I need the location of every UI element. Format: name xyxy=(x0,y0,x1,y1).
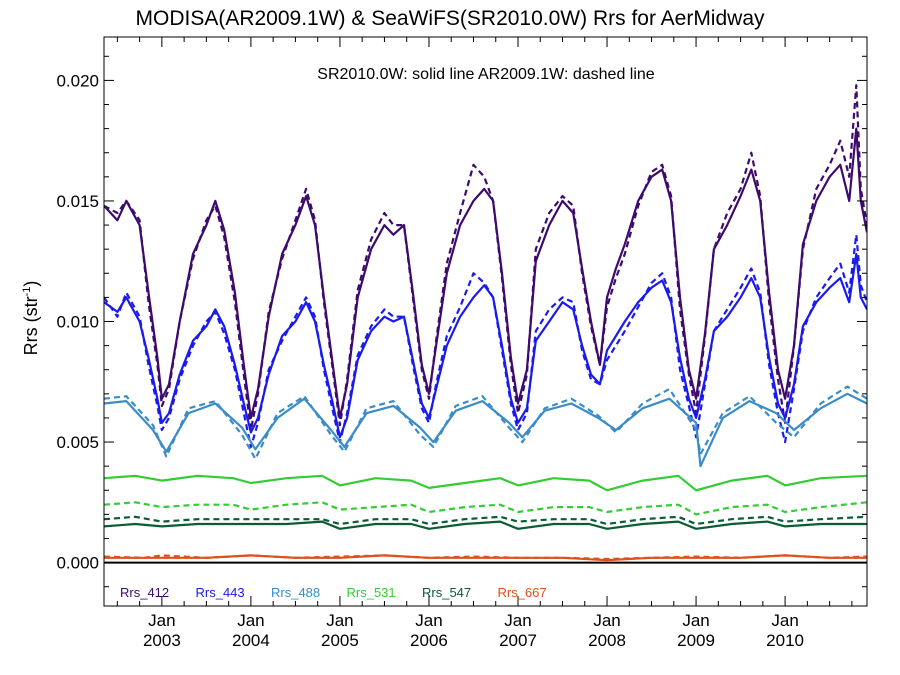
x-tick-label-year: 2006 xyxy=(410,631,448,650)
series-line-rrs-547-solid xyxy=(104,520,867,530)
plot-area xyxy=(104,84,867,564)
series-line-rrs-443-solid xyxy=(104,252,867,439)
x-tick-label-month: Jan xyxy=(504,611,531,630)
series-line-rrs-412-solid xyxy=(104,127,867,419)
series-line-rrs-667-solid xyxy=(104,554,867,562)
x-tick-label-month: Jan xyxy=(682,611,709,630)
legend-label-rrs-412: Rrs_412 xyxy=(120,585,169,600)
x-tick-label-year: 2010 xyxy=(766,631,804,650)
y-tick-label: 0.010 xyxy=(56,313,99,332)
axes: 0.0000.0050.0100.0150.020Jan2003Jan2004J… xyxy=(56,36,868,650)
series-line-rrs-443-dashed xyxy=(104,233,867,448)
x-tick-label-year: 2005 xyxy=(321,631,359,650)
legend-label-rrs-443: Rrs_443 xyxy=(196,585,245,600)
y-tick-label: 0.015 xyxy=(56,192,99,211)
x-tick-label-year: 2007 xyxy=(499,631,537,650)
x-tick-label-month: Jan xyxy=(237,611,264,630)
series-line-rrs-531-dashed xyxy=(104,501,867,516)
y-axis-title: Rrs (str-1) xyxy=(21,281,41,356)
legend-label-rrs-488: Rrs_488 xyxy=(271,585,320,600)
x-tick-label-year: 2004 xyxy=(232,631,270,650)
x-tick-label-year: 2009 xyxy=(677,631,715,650)
series-lines xyxy=(104,84,867,562)
series-line-rrs-531-solid xyxy=(104,474,867,492)
y-tick-label: 0.020 xyxy=(56,71,99,90)
x-tick-label-month: Jan xyxy=(148,611,175,630)
legend-label-rrs-667: Rrs_667 xyxy=(498,585,547,600)
x-tick-label-month: Jan xyxy=(593,611,620,630)
y-axis-title-close: ) xyxy=(21,281,41,287)
legend-label-rrs-531: Rrs_531 xyxy=(347,585,396,600)
series-line-rrs-488-solid xyxy=(104,392,867,468)
chart-title: MODISA(AR2009.1W) & SeaWiFS(SR2010.0W) R… xyxy=(136,7,765,30)
x-tick-label-month: Jan xyxy=(771,611,798,630)
series-line-rrs-547-dashed xyxy=(104,515,867,526)
x-tick-label-year: 2003 xyxy=(143,631,181,650)
line-style-annotation: SR2010.0W: solid line AR2009.1W: dashed … xyxy=(317,66,655,83)
series-line-rrs-488-dashed xyxy=(104,385,867,460)
x-tick-label-month: Jan xyxy=(415,611,442,630)
x-tick-label-year: 2008 xyxy=(588,631,626,650)
legend: Rrs_412 Rrs_443 Rrs_488 Rrs_531 Rrs_547 Rrs_6… xyxy=(120,585,547,600)
svg-text:Rrs (str-1): Rrs (str-1) xyxy=(21,281,41,356)
y-tick-label: 0.000 xyxy=(56,554,99,573)
y-tick-label: 0.005 xyxy=(56,433,99,452)
x-tick-label-month: Jan xyxy=(326,611,353,630)
series-line-rrs-412-dashed xyxy=(104,84,867,432)
y-axis-title-text: Rrs (str xyxy=(21,296,41,355)
legend-label-rrs-547: Rrs_547 xyxy=(422,585,471,600)
y-axis-title-sup: -1 xyxy=(21,287,33,297)
